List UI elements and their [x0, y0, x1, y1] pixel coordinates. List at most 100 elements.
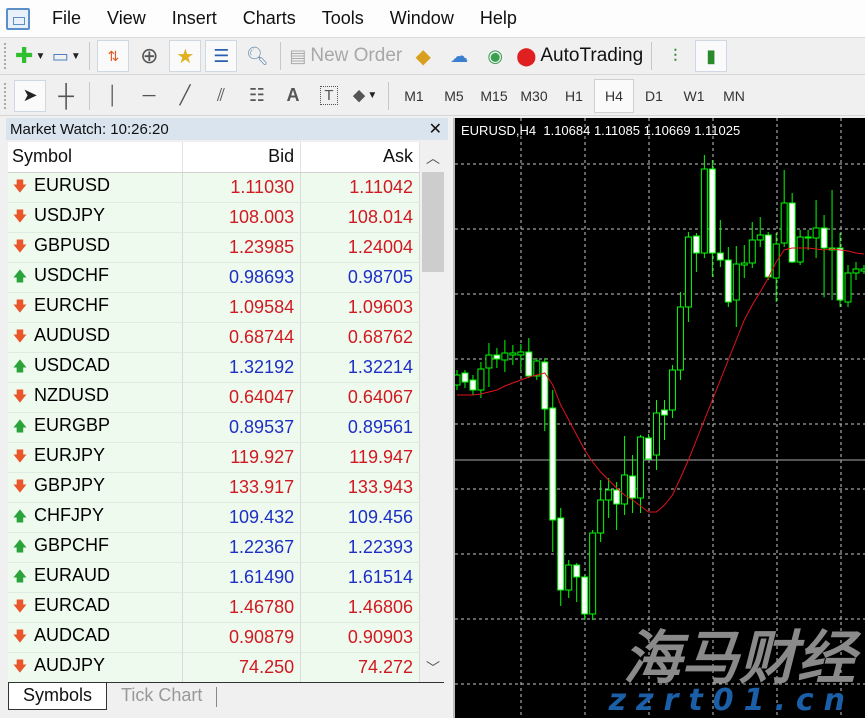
symbol-row[interactable]: 🡇 AUDJPY 74.250 74.272 [8, 652, 420, 683]
symbol-row[interactable]: 🡅 USDCHF 0.98693 0.98705 [8, 262, 420, 293]
close-icon[interactable]: ✕ [428, 121, 442, 138]
timeframe-m15[interactable]: M15 [480, 87, 508, 104]
metaeditor-button[interactable]: ◆ [407, 40, 439, 72]
symbol-row[interactable]: 🡅 EURAUD 1.61490 1.61514 [8, 562, 420, 593]
candle-bull [517, 351, 525, 356]
timeframe-h1[interactable]: H1 [565, 87, 583, 104]
bid-cell: 108.003 [182, 202, 302, 233]
bid-cell: 1.23985 [182, 232, 302, 263]
new-chart-button[interactable]: ✚ ▼ [14, 40, 46, 72]
bid-cell: 109.432 [182, 502, 302, 533]
timeframe-m30[interactable]: M30 [520, 87, 548, 104]
signals-button[interactable]: ◉ [479, 40, 511, 72]
navigator-button[interactable]: ★ [169, 40, 202, 72]
candle-bear [493, 354, 501, 360]
candle-bull [477, 368, 485, 391]
menu-tools[interactable]: Tools [321, 8, 364, 28]
vertical-line-button[interactable]: │ [97, 80, 129, 112]
symbol-row[interactable]: 🡇 AUDUSD 0.68744 0.68762 [8, 322, 420, 353]
ask-cell: 0.64067 [300, 382, 420, 413]
candlestick-button[interactable]: ▮ [695, 40, 728, 72]
candle-bear [525, 351, 533, 377]
menu-insert[interactable]: Insert [171, 8, 217, 28]
tab-symbols[interactable]: Symbols [8, 683, 108, 710]
bid-cell: 1.11030 [182, 172, 302, 203]
arrows-button[interactable]: ⬥ ▼ [349, 80, 381, 112]
vertical-scrollbar[interactable]: ︿ ﹀ [420, 142, 446, 682]
terminal-button[interactable]: ☰ [205, 40, 238, 72]
candle-bull [772, 243, 780, 279]
chart-window[interactable]: 海马财经 zzrt01.cn EURUSD,H4 1.10684 1.11085 … [453, 118, 865, 718]
timeframe-mn[interactable]: MN [723, 87, 745, 104]
trendline-button[interactable]: ╱ [169, 80, 201, 112]
symbol-row[interactable]: 🡅 CHFJPY 109.432 109.456 [8, 502, 420, 533]
timeframe-m1[interactable]: M1 [404, 87, 424, 104]
autotrading-button[interactable]: ⬤ AutoTrading [516, 45, 644, 66]
ask-cell: 119.947 [300, 442, 420, 473]
toolbar-grip[interactable] [4, 82, 8, 109]
candlestick-icon: ▮ [706, 45, 717, 66]
symbol-row[interactable]: 🡇 EURJPY 119.927 119.947 [8, 442, 420, 473]
menu-window[interactable]: Window [389, 8, 454, 28]
symbol-row[interactable]: 🡇 EURCHF 1.09584 1.09603 [8, 292, 420, 323]
arrow-down-icon: 🡇 [12, 327, 28, 344]
chevron-down-icon: ▼ [367, 90, 378, 101]
symbol-row[interactable]: 🡇 AUDCAD 0.90879 0.90903 [8, 622, 420, 653]
timeframe-d1[interactable]: D1 [645, 87, 663, 104]
timeframe-h4[interactable]: H4 [594, 78, 634, 113]
menu-help[interactable]: Help [479, 8, 517, 28]
cursor-button[interactable]: ➤ [14, 79, 46, 112]
strategy-tester-button[interactable]: 🔍︎ [241, 40, 273, 72]
symbol-row[interactable]: 🡇 NZDUSD 0.64047 0.64067 [8, 382, 420, 413]
text-button[interactable]: A [277, 80, 309, 112]
symbol-row[interactable]: 🡅 USDCAD 1.32192 1.32214 [8, 352, 420, 383]
market-watch-panel: Market Watch: 10:26:20 ✕ Symbol Bid Ask … [6, 118, 448, 718]
timeframe-w1[interactable]: W1 [683, 87, 705, 104]
menu-charts[interactable]: Charts [242, 8, 296, 28]
symbol-row[interactable]: 🡇 EURUSD 1.11030 1.11042 [8, 172, 420, 203]
symbol-row[interactable]: 🡇 GBPUSD 1.23985 1.24004 [8, 232, 420, 263]
symbol-name: GBPCHF [34, 534, 110, 555]
tab-tick-chart[interactable]: Tick Chart [121, 685, 203, 705]
profiles-button[interactable]: ▭ ▼ [50, 40, 82, 72]
symbol-row[interactable]: 🡇 EURCAD 1.46780 1.46806 [8, 592, 420, 623]
symbol-name: AUDJPY [34, 654, 106, 675]
menu-view[interactable]: View [107, 8, 146, 28]
column-header-bid[interactable]: Bid [182, 142, 302, 173]
symbol-row[interactable]: 🡇 GBPJPY 133.917 133.943 [8, 472, 420, 503]
market-watch-button[interactable]: ⇅ [97, 40, 130, 72]
bid-cell: 0.89537 [182, 412, 302, 443]
strategy-tester-icon: 🔍︎ [245, 45, 269, 66]
horizontal-line-button[interactable]: ─ [133, 80, 165, 112]
bar-chart-button[interactable]: ⫶ [659, 40, 691, 72]
symbol-row[interactable]: 🡇 USDJPY 108.003 108.014 [8, 202, 420, 233]
equidistant-channel-button[interactable]: ⫽ [205, 80, 237, 112]
toolbar-grip[interactable] [4, 43, 8, 69]
scroll-down-icon[interactable]: ﹀ [426, 660, 440, 676]
new-order-button[interactable]: ▤ New Order [289, 45, 403, 66]
scroll-up-icon[interactable]: ︿ [426, 150, 440, 166]
bid-cell: 1.32192 [182, 352, 302, 383]
symbol-name: USDJPY [34, 204, 106, 225]
column-header-symbol[interactable]: Symbol [8, 142, 184, 173]
candle-bear [573, 564, 581, 578]
timeframe-m5[interactable]: M5 [444, 87, 464, 104]
candle-bull [621, 474, 629, 505]
ask-cell: 0.89561 [300, 412, 420, 443]
text-label-button[interactable]: T [313, 80, 345, 112]
cloud-button[interactable]: ☁ [443, 40, 475, 72]
menu-file[interactable]: File [52, 8, 82, 28]
bid-cell: 0.68744 [182, 322, 302, 353]
arrow-down-icon: 🡇 [12, 387, 28, 404]
scrollbar-thumb[interactable] [422, 172, 444, 272]
symbol-name: EURCAD [34, 594, 111, 615]
symbol-name: USDCAD [34, 354, 111, 375]
cloud-icon: ☁ [450, 45, 469, 66]
column-header-ask[interactable]: Ask [300, 142, 420, 173]
symbol-row[interactable]: 🡅 EURGBP 0.89537 0.89561 [8, 412, 420, 443]
data-window-button[interactable]: ⊕ [133, 40, 165, 72]
crosshair-button[interactable]: ┼ [50, 80, 82, 112]
symbol-row[interactable]: 🡅 GBPCHF 1.22367 1.22393 [8, 532, 420, 563]
fibonacci-button[interactable]: ☷ [241, 80, 273, 112]
